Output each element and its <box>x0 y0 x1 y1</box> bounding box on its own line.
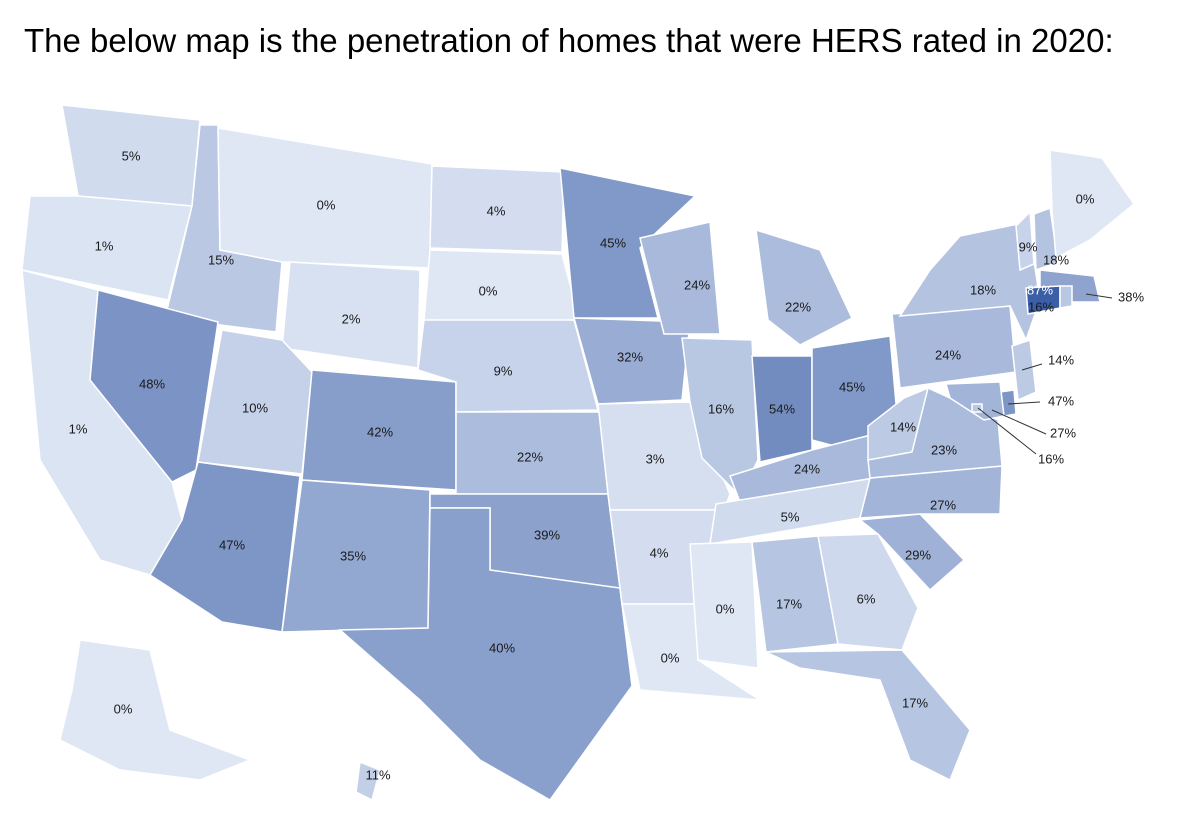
state-label-in: 54% <box>769 401 795 416</box>
state-label-oh: 45% <box>839 379 865 394</box>
state-label-wa: 5% <box>122 148 141 163</box>
state-tx <box>338 507 633 801</box>
leader-line-nj <box>1021 363 1043 371</box>
state-label-tn: 5% <box>781 509 800 524</box>
state-mi <box>755 228 853 346</box>
state-nh <box>1033 206 1059 272</box>
state-label-ne: 9% <box>494 363 513 378</box>
state-label-nd: 4% <box>487 203 506 218</box>
state-label-dc: 16% <box>1038 451 1064 466</box>
state-label-az: 47% <box>219 537 245 552</box>
state-label-wy: 2% <box>342 311 361 326</box>
state-wv <box>867 386 930 461</box>
state-label-fl: 17% <box>902 695 928 710</box>
state-label-sd: 0% <box>479 283 498 298</box>
state-ri <box>1059 285 1073 309</box>
state-label-mt: 0% <box>317 197 336 212</box>
state-label-ky: 24% <box>794 461 820 476</box>
state-label-wi: 24% <box>684 277 710 292</box>
map-title: The below map is the penetration of home… <box>24 22 1114 59</box>
state-mn <box>559 167 697 319</box>
state-sd <box>423 249 581 323</box>
state-ga <box>817 533 919 651</box>
state-wi <box>639 221 721 335</box>
state-label-va: 23% <box>931 442 957 457</box>
state-label-mo: 3% <box>646 451 665 466</box>
state-label-ks: 22% <box>517 449 543 464</box>
state-ia <box>573 317 691 405</box>
state-ms <box>689 541 759 669</box>
state-label-ut: 10% <box>242 400 268 415</box>
state-label-mi: 22% <box>785 299 811 314</box>
state-label-sc: 29% <box>905 547 931 562</box>
state-nv <box>89 289 219 483</box>
leader-lines <box>977 293 1113 455</box>
leader-line-ma <box>1085 293 1113 299</box>
state-label-pa: 24% <box>935 347 961 362</box>
state-label-hi: 11% <box>365 767 390 782</box>
state-label-tx: 40% <box>489 640 515 655</box>
state-label-nm: 35% <box>340 548 366 563</box>
state-label-nc: 27% <box>930 497 956 512</box>
state-label-nj: 14% <box>1048 352 1074 367</box>
state-label-mn: 45% <box>600 235 626 250</box>
leader-line-de <box>1007 401 1041 405</box>
state-label-ms: 0% <box>716 601 735 616</box>
leader-line-md <box>991 409 1047 435</box>
state-label-vt: 9% <box>1019 239 1038 254</box>
leader-line-dc <box>977 407 1037 455</box>
state-label-co: 42% <box>367 424 393 439</box>
state-label-id: 15% <box>208 252 234 267</box>
state-vt <box>1015 210 1035 272</box>
state-label-md: 27% <box>1050 425 1076 440</box>
state-label-nv: 48% <box>139 376 165 391</box>
state-dc <box>971 403 983 413</box>
state-ak <box>59 639 253 781</box>
state-label-me: 0% <box>1076 191 1095 206</box>
state-me <box>1049 149 1136 260</box>
state-label-ma: 38% <box>1118 289 1144 304</box>
state-mt <box>217 127 433 269</box>
state-az <box>148 461 301 633</box>
state-label-ak: 0% <box>114 701 133 716</box>
state-label-nh: 18% <box>1043 252 1069 267</box>
state-label-il: 16% <box>708 401 734 416</box>
state-label-ny: 18% <box>970 282 996 297</box>
state-label-ga: 6% <box>857 591 876 606</box>
state-label-ar: 4% <box>650 545 669 560</box>
state-label-or: 1% <box>95 238 114 253</box>
state-label-al: 17% <box>776 596 802 611</box>
state-nj <box>1011 338 1037 402</box>
state-label-ok: 39% <box>534 527 560 542</box>
state-md <box>945 381 1005 421</box>
state-hi <box>355 760 381 802</box>
state-fl <box>765 649 971 782</box>
state-label-la: 0% <box>661 650 680 665</box>
state-label-ca: 1% <box>69 421 88 436</box>
state-label-ct: 87% <box>1027 282 1053 297</box>
state-label-ri: 16% <box>1028 299 1054 314</box>
state-shapes <box>21 104 1136 802</box>
state-label-wv: 14% <box>890 419 916 434</box>
state-label-ia: 32% <box>617 349 643 364</box>
state-labels: 5% 1% 1% 15% 48% 0% 2% 10% 47% 42% 35% 4% 0% 9% 22% 39%… <box>69 148 1145 782</box>
state-label-de: 47% <box>1048 393 1074 408</box>
state-nd <box>429 165 565 253</box>
